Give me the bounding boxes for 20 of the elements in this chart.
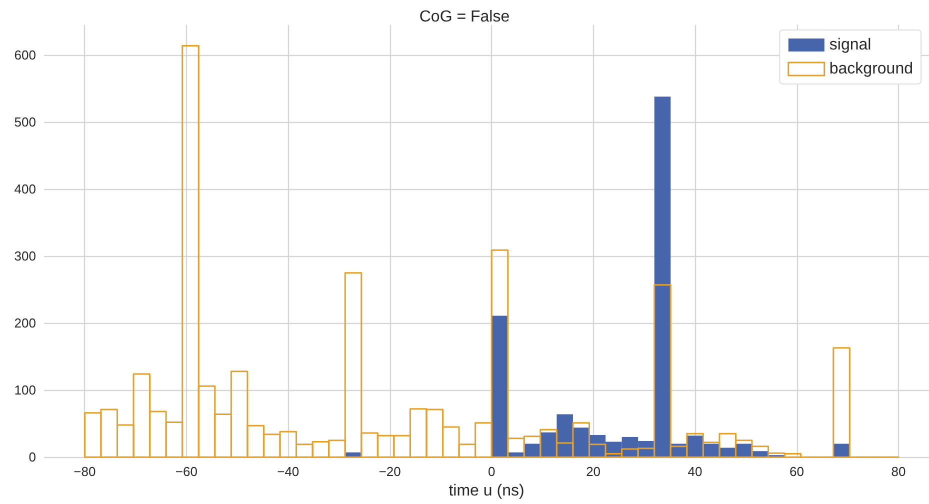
y-tick-label: 100 [14,382,36,398]
x-axis-title: time u (ns) [448,482,524,500]
y-tick-label: 200 [14,316,36,331]
x-tick-label: 0 [488,464,496,480]
y-tick-label: 500 [14,114,36,130]
x-tick-label: −80 [74,464,96,480]
y-tick-label: 0 [28,450,36,465]
x-tick-label: −20 [378,464,401,480]
x-tick-label: −40 [277,464,300,480]
y-tick-label: 300 [14,248,36,264]
y-tick-label: 400 [14,182,36,197]
x-tick-label: 80 [891,464,906,480]
legend-label: signal [829,36,872,54]
x-tick-label: 60 [790,464,804,480]
y-tick-label: 600 [14,48,36,63]
chart-title: CoG = False [419,8,510,26]
x-tick-label: 40 [688,464,702,480]
legend-label: background [829,60,914,78]
x-tick-label: −60 [175,464,198,480]
x-tick-label: 20 [586,464,601,480]
